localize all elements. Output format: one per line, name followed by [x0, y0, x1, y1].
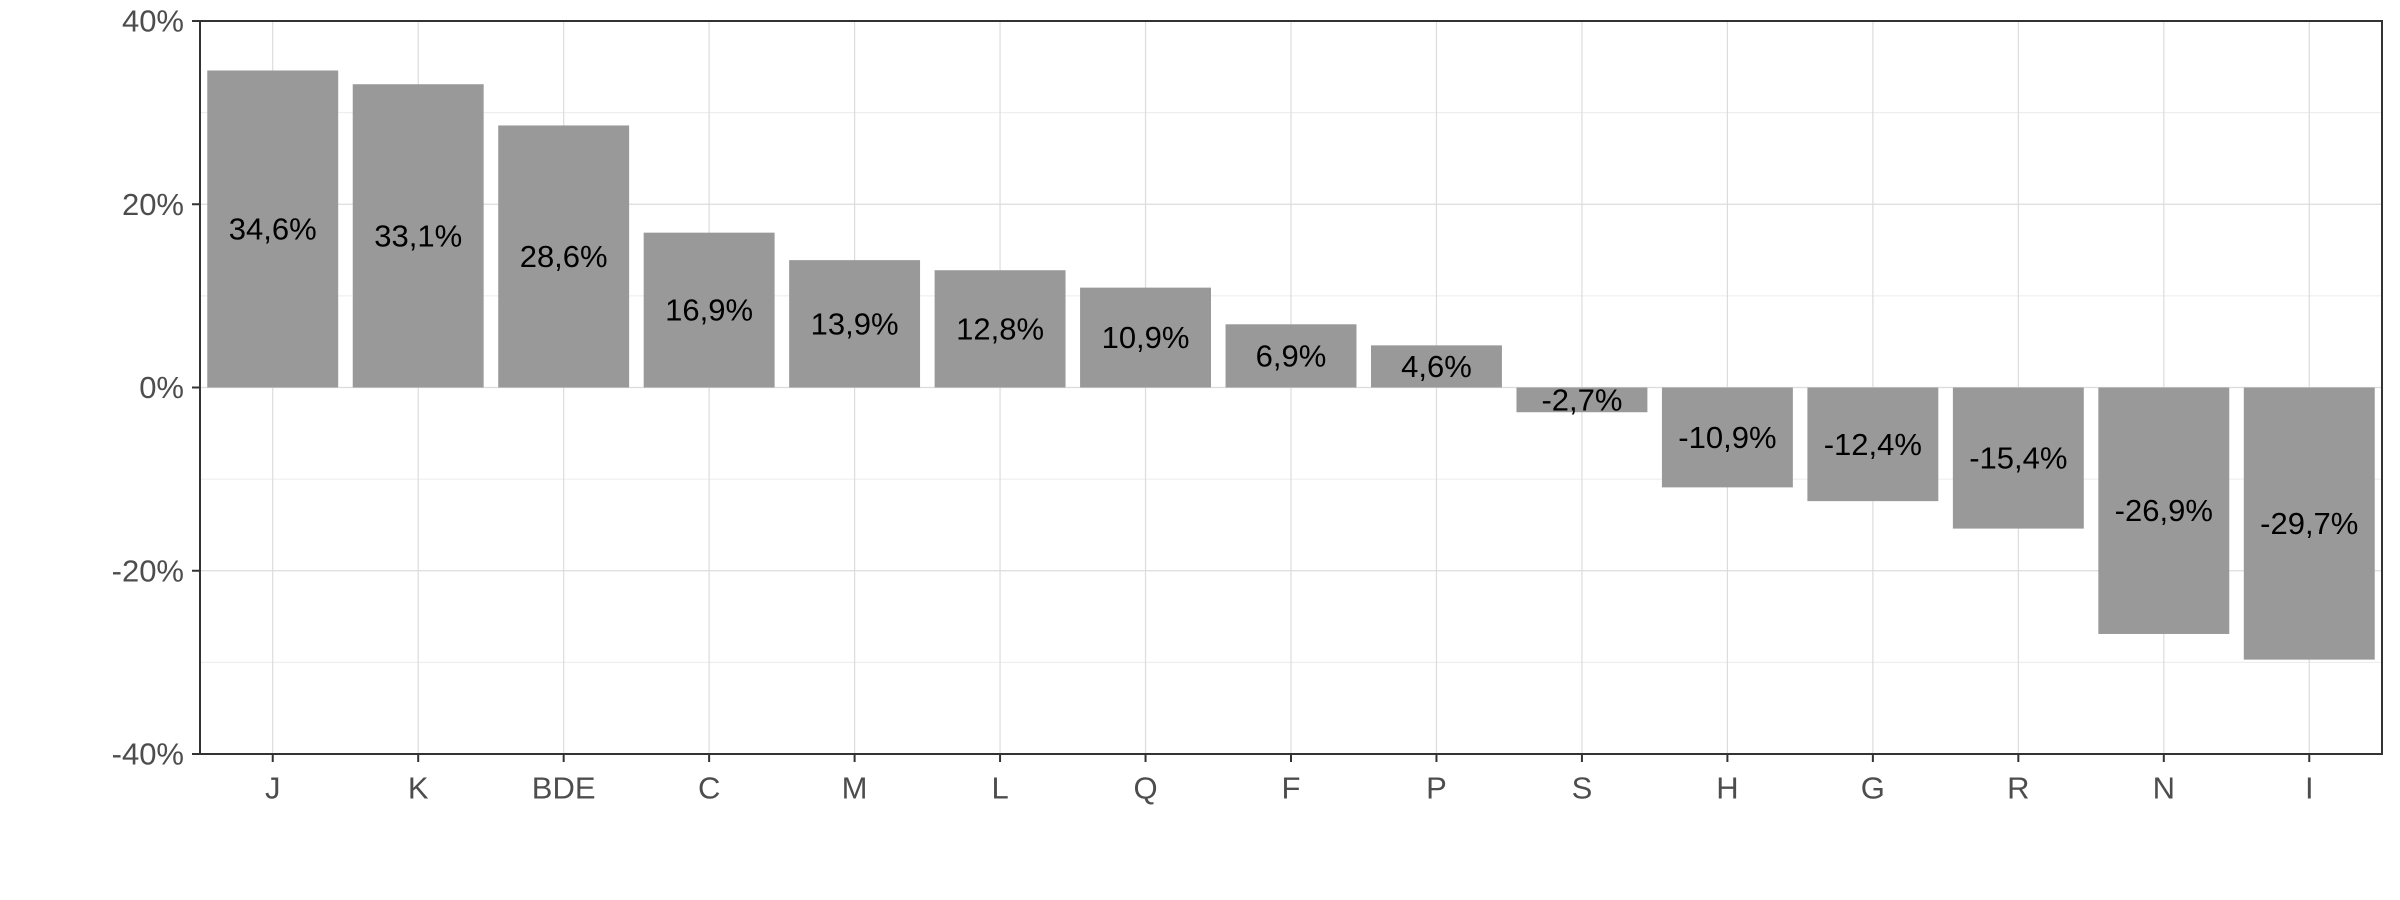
y-tick-label: -20% — [112, 553, 184, 588]
data-label-j: 34,6% — [229, 211, 317, 246]
bar-m — [789, 260, 921, 388]
x-tick-label: P — [1426, 771, 1447, 806]
data-label-q: 10,9% — [1102, 320, 1190, 355]
data-label-r: -15,4% — [1969, 441, 2067, 476]
x-tick-label: Q — [1133, 771, 1157, 806]
data-label-h: -10,9% — [1678, 420, 1776, 455]
y-tick-label: 0% — [139, 370, 184, 405]
bar-n — [2098, 387, 2230, 634]
bar-g — [1807, 387, 1939, 502]
data-label-k: 33,1% — [374, 218, 462, 253]
x-tick-label: G — [1861, 771, 1885, 806]
bar-h — [1661, 387, 1793, 488]
y-tick-label: -40% — [112, 737, 184, 772]
bar-bde — [498, 125, 630, 388]
bar-p — [1371, 345, 1502, 388]
bar-l — [934, 270, 1066, 388]
x-tick-label: N — [2153, 771, 2175, 806]
data-label-s: -2,7% — [1541, 382, 1622, 417]
bar-i — [2243, 387, 2375, 660]
data-label-c: 16,9% — [665, 293, 753, 328]
x-tick-label: M — [842, 771, 868, 806]
bar-f — [1225, 324, 1357, 388]
data-label-f: 6,9% — [1256, 338, 1327, 373]
x-tick-label: S — [1572, 771, 1593, 806]
x-tick-label: L — [991, 771, 1008, 806]
x-tick-label: H — [1716, 771, 1738, 806]
data-label-p: 4,6% — [1401, 349, 1472, 384]
bar-r — [1952, 387, 2084, 529]
x-tick-label: I — [2305, 771, 2314, 806]
axis-layer: 40% 20% 0% -20% -40% J K BDE C M L Q F P S H G R N I — [112, 4, 2383, 806]
data-labels-layer: 34,6% 33,1% 28,6% 16,9% 13,9% 12,8% 10,9% 6,9% 4… — [229, 211, 2359, 541]
data-label-g: -12,4% — [1824, 427, 1922, 462]
y-tick-label: 40% — [122, 4, 184, 39]
x-tick-label: C — [698, 771, 720, 806]
bar-k — [352, 84, 484, 388]
data-label-l: 12,8% — [956, 311, 1044, 346]
data-label-i: -29,7% — [2260, 506, 2358, 541]
bars-layer — [207, 70, 2375, 660]
x-tick-label: BDE — [532, 771, 596, 806]
data-label-bde: 28,6% — [520, 239, 608, 274]
bar-c — [643, 232, 775, 388]
bar-j — [207, 70, 339, 388]
x-tick-label: J — [265, 771, 281, 806]
data-label-m: 13,9% — [811, 306, 899, 341]
data-label-n: -26,9% — [2115, 493, 2213, 528]
x-tick-label: K — [408, 771, 429, 806]
x-tick-label: F — [1282, 771, 1301, 806]
y-tick-label: 20% — [122, 187, 184, 222]
bar-s — [1516, 387, 1648, 413]
bar-q — [1080, 287, 1211, 388]
x-tick-label: R — [2007, 771, 2029, 806]
